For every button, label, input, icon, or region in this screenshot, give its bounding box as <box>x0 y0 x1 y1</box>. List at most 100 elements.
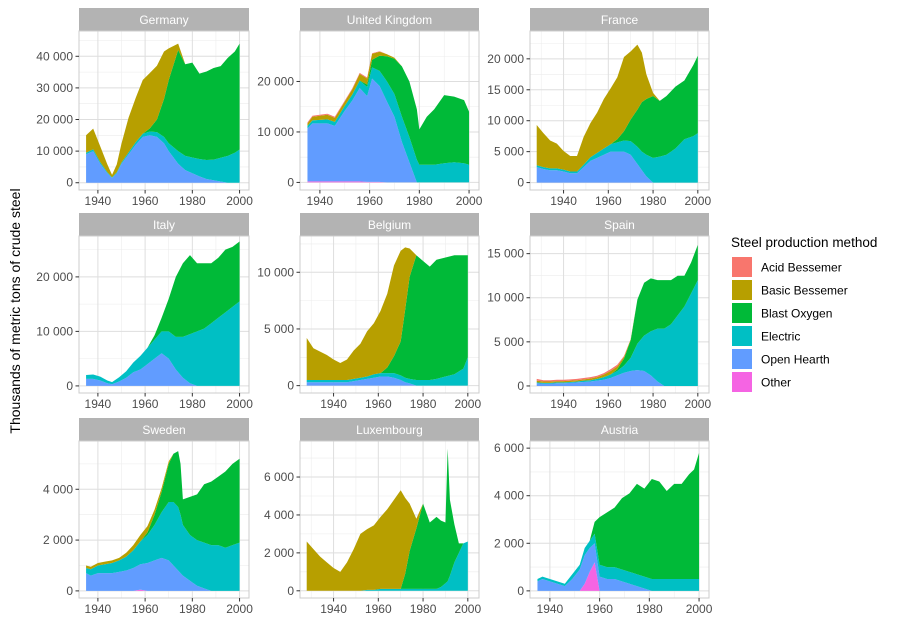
x-tick-label: 2000 <box>454 397 481 411</box>
panel-border <box>529 235 710 394</box>
area-open-hearth-sweden <box>86 557 240 591</box>
stacked-areas <box>86 451 240 591</box>
y-tick-label: 2 000 <box>264 546 294 560</box>
x-tick-label: 1960 <box>595 397 622 411</box>
legend-label: Electric <box>761 330 800 344</box>
y-tick-label: 10 000 <box>487 291 524 305</box>
facet-strip-luxembourg <box>300 418 479 441</box>
facet-title-united-kingdom: United Kingdom <box>347 13 432 27</box>
panel-germany: Germany 1940 1960 1980 2000 0 10 000 20 000 30 0… <box>36 8 253 208</box>
area-other-united-kingdom <box>307 181 470 183</box>
y-tick-label: 0 <box>66 379 73 393</box>
area-blast-oxygen-france <box>536 55 698 172</box>
y-tick-label: 20 000 <box>257 74 294 88</box>
x-tick-label: 1940 <box>537 602 564 616</box>
panel-border <box>299 235 480 394</box>
x-tick-label: 1980 <box>640 194 667 208</box>
panel-border <box>78 440 250 599</box>
legend-item-open-hearth: Open Hearth <box>732 349 830 369</box>
y-tick-label: 10 000 <box>257 125 294 139</box>
y-tick-label: 2 000 <box>494 536 524 550</box>
area-electric-austria <box>537 533 700 591</box>
x-tick-label: 1940 <box>85 194 112 208</box>
legend-swatch <box>732 349 752 369</box>
x-tick-label: 1980 <box>179 397 206 411</box>
facet-title-france: France <box>601 13 639 27</box>
panel-border <box>529 440 710 599</box>
x-tick-label: 1940 <box>85 397 112 411</box>
y-tick-label: 20 000 <box>36 270 73 284</box>
panel-france: France 1940 1960 1980 2000 0 5 000 10 000 15 000… <box>487 8 711 208</box>
legend-item-other: Other <box>732 372 791 392</box>
x-tick-label: 1940 <box>320 397 347 411</box>
area-blast-oxygen-luxembourg <box>306 448 468 591</box>
y-tick-label: 0 <box>66 176 73 190</box>
panel-united-kingdom: United Kingdom 1940 1960 1980 2000 0 10 000 20 … <box>257 8 483 208</box>
x-tick-label: 2000 <box>684 397 711 411</box>
x-tick-label: 1980 <box>410 397 437 411</box>
area-electric-belgium <box>306 357 468 386</box>
facet-strip-france <box>530 8 709 31</box>
y-tick-label: 0 <box>287 584 294 598</box>
x-tick-label: 1980 <box>179 602 206 616</box>
legend-item-basic-bessemer: Basic Bessemer <box>732 280 848 300</box>
x-tick-label: 1960 <box>356 194 383 208</box>
area-electric-united-kingdom <box>307 67 470 183</box>
area-basic-bessemer-luxembourg <box>306 448 468 591</box>
x-tick-label: 1960 <box>132 397 159 411</box>
facet-strip-italy <box>79 213 249 236</box>
y-tick-label: 4 000 <box>43 482 73 496</box>
facet-title-belgium: Belgium <box>368 218 411 232</box>
legend-swatch <box>732 326 752 346</box>
x-tick-label: 1960 <box>365 602 392 616</box>
panel-border <box>529 30 710 191</box>
area-electric-sweden <box>86 501 240 591</box>
stacked-areas <box>536 244 698 386</box>
x-tick-label: 1980 <box>636 602 663 616</box>
x-tick-label: 1960 <box>586 602 613 616</box>
y-tick-label: 0 <box>287 175 294 189</box>
facet-strip-spain <box>530 213 709 236</box>
stacked-areas <box>306 247 468 386</box>
panel-spain: Spain 1940 1960 1980 2000 0 5 000 10 000 15 000 <box>487 213 711 411</box>
x-tick-label: 1940 <box>550 194 577 208</box>
legend-label: Acid Bessemer <box>761 261 842 275</box>
facet-title-luxembourg: Luxembourg <box>356 423 423 437</box>
area-electric-spain <box>536 280 698 386</box>
area-basic-bessemer-germany <box>86 43 240 178</box>
area-open-hearth-spain <box>536 370 698 386</box>
stacked-areas <box>86 43 240 183</box>
x-tick-label: 1940 <box>550 397 577 411</box>
x-tick-label: 2000 <box>684 194 711 208</box>
facet-title-germany: Germany <box>139 13 188 27</box>
y-tick-label: 5 000 <box>494 145 524 159</box>
legend-swatch <box>732 303 752 323</box>
area-open-hearth-austria <box>537 543 700 591</box>
y-tick-label: 0 <box>517 584 524 598</box>
area-blast-oxygen-spain <box>536 244 698 383</box>
x-tick-label: 1960 <box>595 194 622 208</box>
legend-item-electric: Electric <box>732 326 800 346</box>
y-tick-label: 10 000 <box>36 144 73 158</box>
area-blast-oxygen-united-kingdom <box>307 55 470 165</box>
legend-item-blast-oxygen: Blast Oxygen <box>732 303 832 323</box>
y-tick-label: 20 000 <box>36 113 73 127</box>
area-open-hearth-united-kingdom <box>307 78 470 183</box>
panel-austria: Austria 1940 1960 1980 2000 0 2 000 4 000 6 000 <box>494 418 713 616</box>
y-tick-label: 40 000 <box>36 49 73 63</box>
panel-border <box>299 440 480 599</box>
area-open-hearth-germany <box>86 135 240 183</box>
y-tick-label: 4 000 <box>494 489 524 503</box>
area-blast-oxygen-austria <box>537 452 700 584</box>
stacked-areas <box>537 452 700 591</box>
x-tick-label: 1940 <box>85 602 112 616</box>
y-tick-label: 10 000 <box>487 114 524 128</box>
facet-strip-germany <box>79 8 249 31</box>
facet-title-sweden: Sweden <box>142 423 185 437</box>
x-tick-label: 1940 <box>320 602 347 616</box>
legend-items: Acid Bessemer Basic Bessemer Blast Oxygen E… <box>732 257 848 392</box>
x-tick-label: 2000 <box>686 602 713 616</box>
x-tick-label: 1980 <box>179 194 206 208</box>
